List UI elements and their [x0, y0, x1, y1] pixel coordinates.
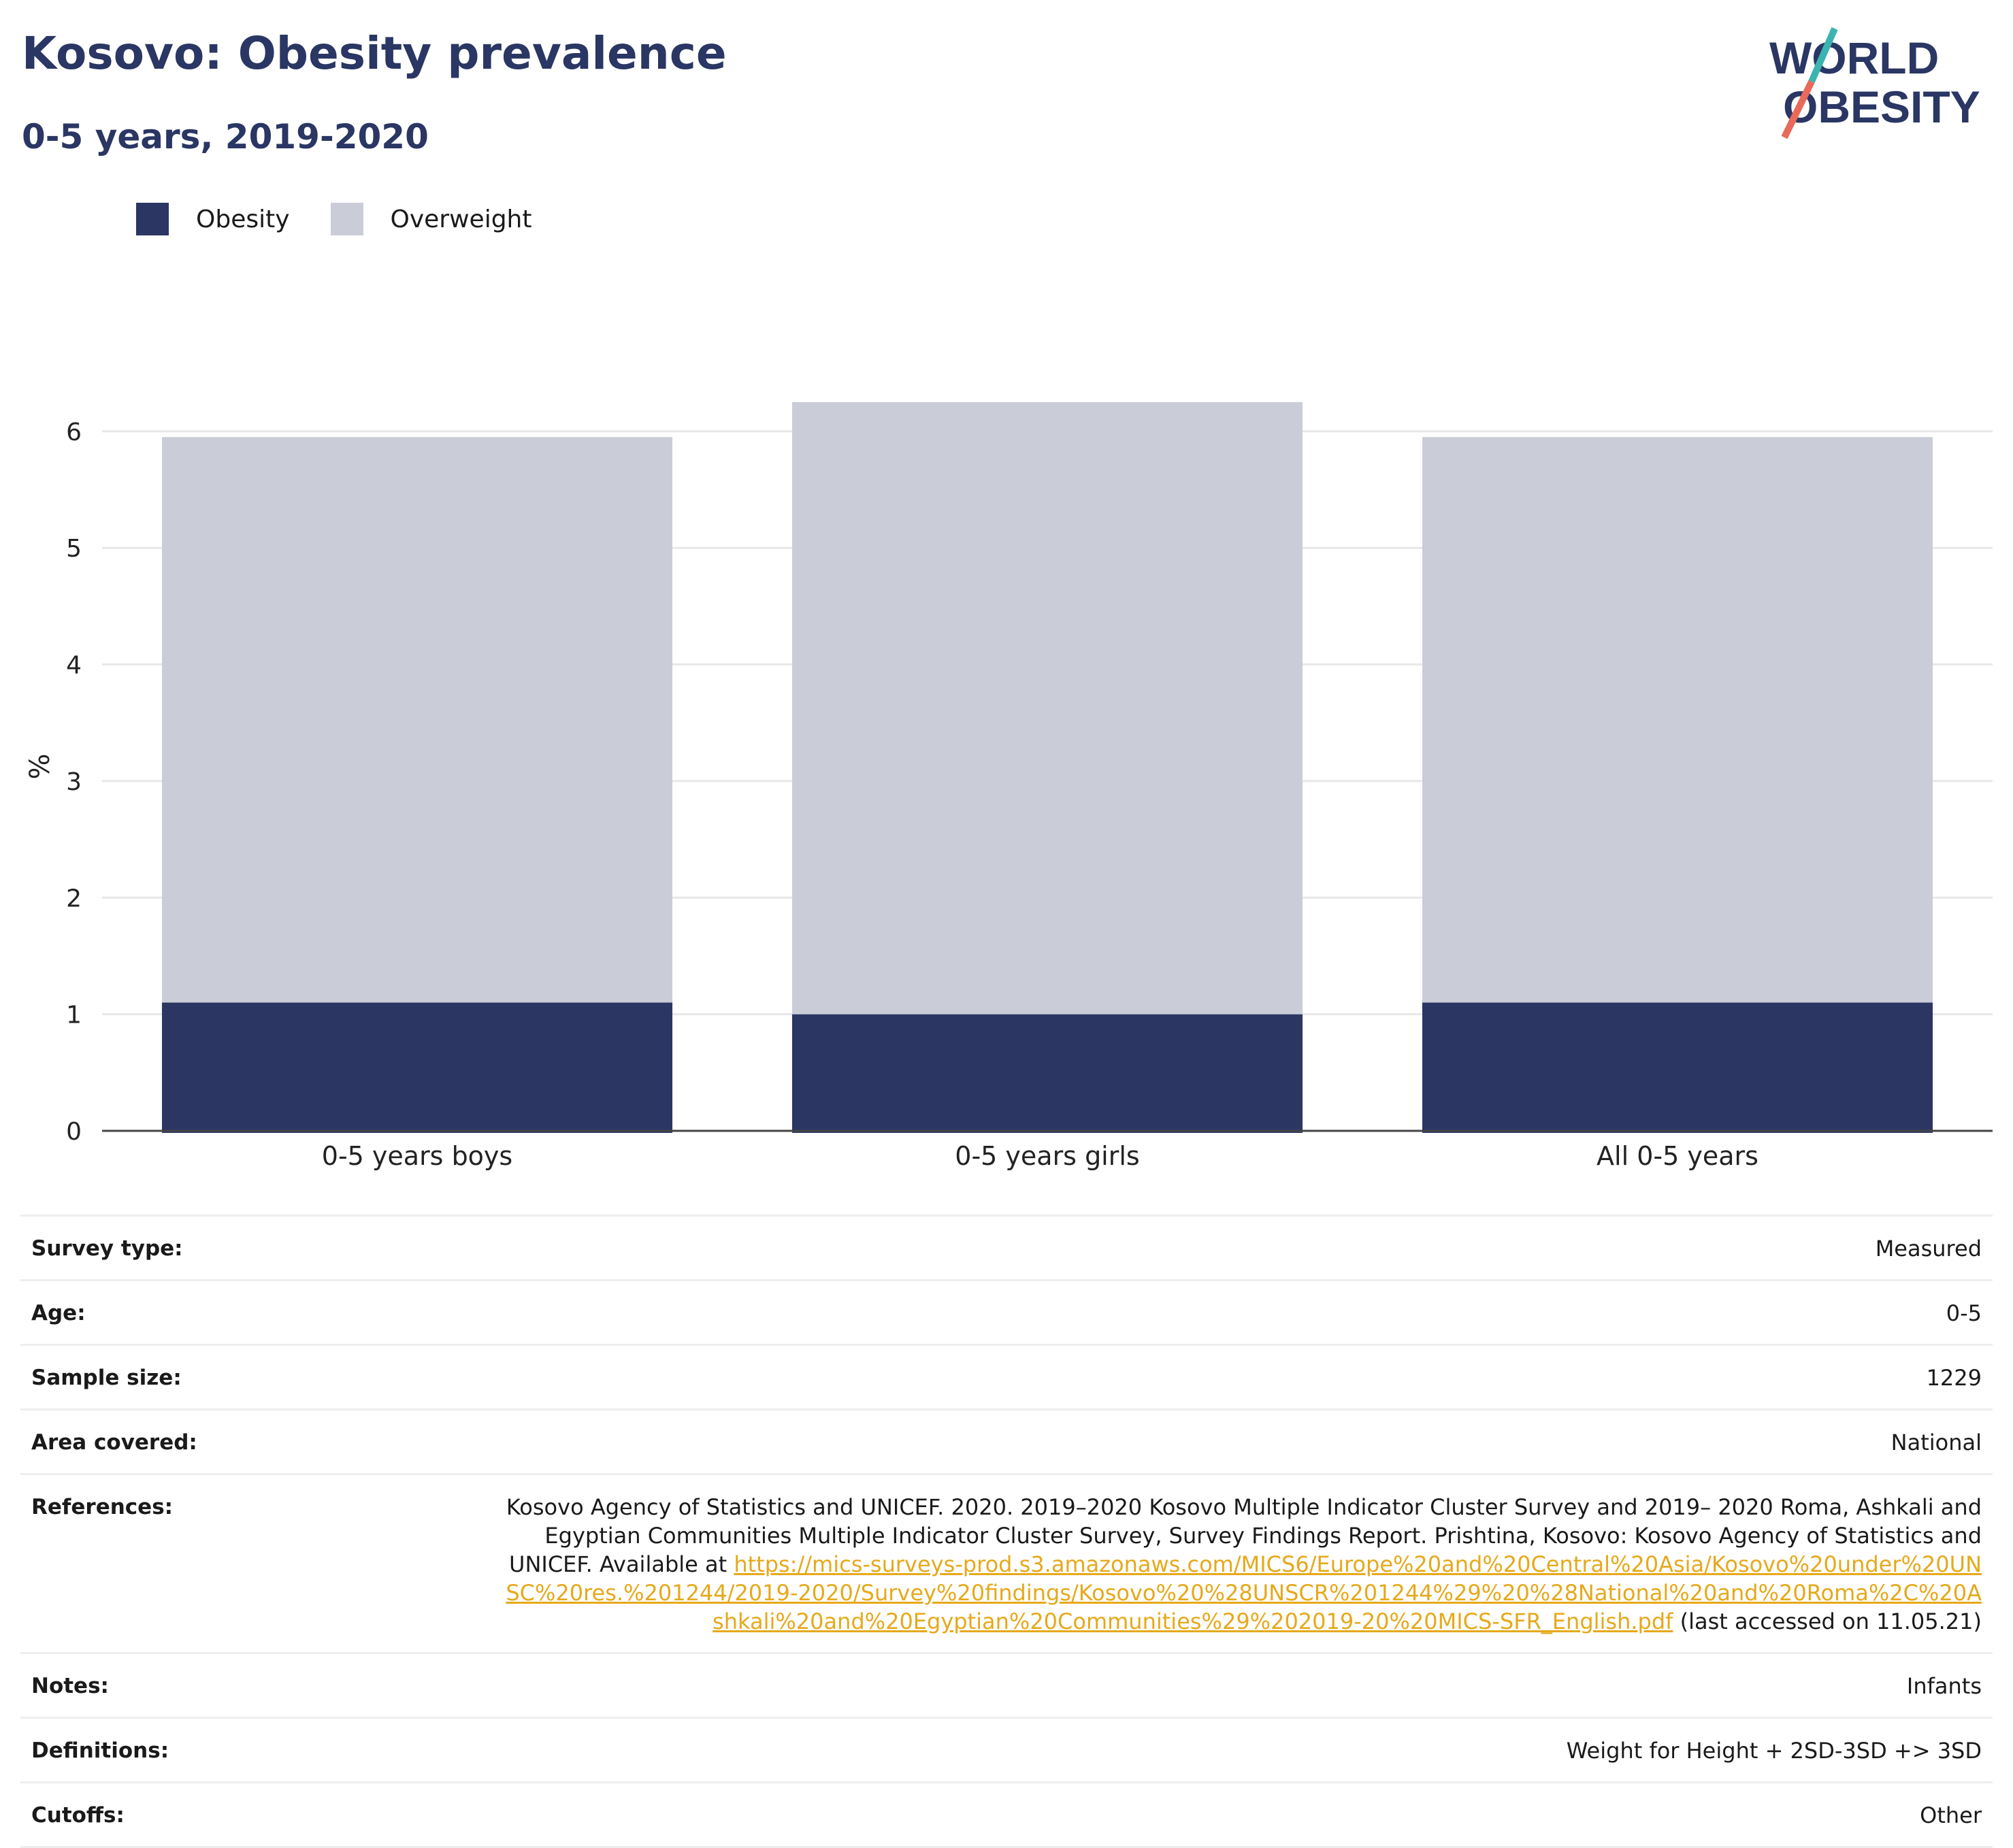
meta-label: Age: — [31, 1301, 86, 1325]
bar-obesity — [791, 1014, 1303, 1133]
x-tick-label: 0-5 years boys — [322, 1141, 512, 1171]
meta-value: National — [1891, 1430, 1982, 1455]
y-axis-label: % — [24, 753, 56, 779]
meta-label: Definitions: — [31, 1738, 169, 1763]
chart-legend: Obesity Overweight — [136, 203, 572, 235]
stacked-bar-chart: 0 1 2 3 4 5 6% 0-5 years boys 0-5 years girls All… — [24, 402, 1993, 1171]
legend-item-obesity[interactable]: Obesity — [136, 203, 290, 235]
y-tick-label: 3 — [66, 768, 82, 796]
meta-row-notes: Notes: Infants — [20, 1652, 1993, 1717]
meta-row-survey-type: Survey type: Measured — [20, 1215, 1993, 1279]
reference-accessed-note: (last accessed on 11.05.21) — [1673, 1608, 1982, 1634]
meta-row-cutoffs: Cutoffs: Other — [20, 1781, 1993, 1848]
legend-label-obesity: Obesity — [196, 205, 290, 233]
y-tick-label: 4 — [66, 652, 82, 680]
bar-obesity — [161, 1002, 673, 1133]
legend-swatch-overweight — [330, 203, 363, 235]
y-tick-label: 5 — [66, 535, 82, 563]
legend-label-overweight: Overweight — [390, 205, 532, 233]
reference-link[interactable]: https://mics-surveys-prod.s3.amazonaws.c… — [506, 1551, 1982, 1634]
page-title: Kosovo: Obesity prevalence — [22, 27, 727, 80]
meta-value: Other — [1920, 1802, 1982, 1828]
x-tick-label: All 0-5 years — [1597, 1141, 1758, 1171]
bar-obesity — [1422, 1002, 1933, 1133]
survey-metadata-table: Survey type: Measured Age: 0-5 Sample si… — [20, 1215, 1993, 1848]
svg-text:OBESITY: OBESITY — [1783, 82, 1980, 132]
reference-citation: Kosovo Agency of Statistics and UNICEF. … — [506, 1494, 1982, 1577]
legend-item-overweight[interactable]: Overweight — [330, 203, 532, 235]
bar-overweight — [1422, 437, 1933, 1003]
meta-value: 0-5 — [1946, 1300, 1982, 1326]
meta-value: Measured — [1875, 1236, 1982, 1261]
meta-label: Area covered: — [31, 1430, 197, 1455]
meta-label: Cutoffs: — [31, 1803, 125, 1828]
meta-value: Infants — [1906, 1673, 1982, 1699]
legend-swatch-obesity — [136, 203, 169, 235]
world-obesity-logo: WORLD OBESITY — [1769, 27, 1980, 139]
meta-row-references: References: Kosovo Agency of Statistics … — [20, 1473, 1993, 1652]
y-tick-label: 2 — [66, 885, 82, 912]
y-tick-label: 0 — [66, 1118, 82, 1146]
meta-value: 1229 — [1926, 1365, 1982, 1391]
meta-row-area-covered: Area covered: National — [20, 1408, 1993, 1473]
meta-value: Weight for Height + 2SD-3SD +> 3SD — [1566, 1738, 1982, 1764]
y-tick-label: 1 — [66, 1002, 82, 1029]
y-tick-label: 6 — [66, 418, 82, 446]
svg-text:WORLD: WORLD — [1769, 33, 1939, 83]
x-tick-label: 0-5 years girls — [955, 1141, 1139, 1171]
meta-row-sample-size: Sample size: 1229 — [20, 1344, 1993, 1408]
bar-overweight — [161, 437, 673, 1003]
meta-row-definitions: Definitions: Weight for Height + 2SD-3SD… — [20, 1717, 1993, 1781]
references-text: Kosovo Agency of Statistics and UNICEF. … — [498, 1493, 1982, 1636]
meta-row-age: Age: 0-5 — [20, 1279, 1993, 1344]
meta-label: Survey type: — [31, 1236, 183, 1261]
meta-label: Sample size: — [31, 1366, 182, 1390]
page-subtitle: 0-5 years, 2019-2020 — [22, 117, 429, 156]
meta-label: Notes: — [31, 1674, 109, 1698]
meta-label: References: — [31, 1495, 174, 1519]
bar-overweight — [791, 402, 1303, 1014]
